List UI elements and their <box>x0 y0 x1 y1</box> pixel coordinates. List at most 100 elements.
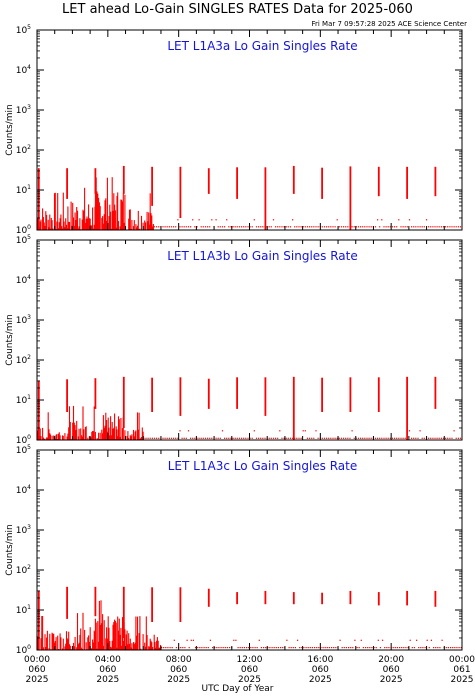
data-floor-point <box>203 647 205 649</box>
data-floor-point <box>311 647 313 649</box>
data-floor-point <box>457 226 459 228</box>
data-floor-point <box>272 219 275 221</box>
plot-frame <box>36 239 463 441</box>
x-tick-label: 2025 <box>96 675 119 685</box>
data-floor-point <box>426 639 428 641</box>
data-floor-point <box>449 437 451 439</box>
data-floor-point <box>245 437 247 439</box>
data-floor-point <box>436 437 438 439</box>
data-floor-point <box>343 226 345 228</box>
data-floor-point <box>364 437 366 439</box>
x-tick-label: 060 <box>99 665 116 675</box>
data-floor-point <box>332 437 334 439</box>
data-floor-point <box>354 639 356 641</box>
data-floor-point <box>147 437 149 439</box>
data-floor-point <box>237 647 239 649</box>
data-floor-point <box>221 430 224 432</box>
data-floor-point <box>181 437 183 439</box>
data-floor-point <box>411 226 413 228</box>
y-tick-label: 101 <box>16 184 31 196</box>
data-floor-point <box>379 647 381 649</box>
data-floor-point <box>453 430 455 432</box>
data-floor-point <box>198 437 200 439</box>
x-tick-label: 061 <box>453 665 470 675</box>
data-floor-point <box>228 437 230 439</box>
data-floor-point <box>423 226 425 228</box>
data-floor-point <box>356 647 358 649</box>
data-floor-point <box>277 226 279 228</box>
data-floor-point <box>425 219 428 221</box>
data-floor-point <box>209 226 211 228</box>
data-floor-point <box>218 647 220 649</box>
data-floor-point <box>302 430 304 432</box>
x-tick-label: 16:00 <box>307 655 333 665</box>
data-floor-point <box>349 437 351 439</box>
data-floor-point <box>309 647 311 649</box>
data-floor-point <box>292 647 294 649</box>
data-floor-point <box>413 437 415 439</box>
x-tick-label: 060 <box>312 665 329 675</box>
data-floor-point <box>204 437 207 439</box>
data-floor-point <box>326 647 328 649</box>
data-floor-point <box>394 647 396 649</box>
data-floor-point <box>317 437 319 439</box>
data-floor-point <box>439 647 441 649</box>
data-floor-point <box>190 639 192 641</box>
data-floor-point <box>287 226 289 228</box>
data-floor-point <box>309 437 311 439</box>
y-tick-label: 105 <box>16 444 31 456</box>
data-floor-point <box>280 647 282 649</box>
data-floor-point <box>277 437 279 439</box>
data-floor-point <box>306 437 309 439</box>
data-floor-point <box>421 437 423 439</box>
y-tick-label: 101 <box>16 394 31 406</box>
y-tick-label: 101 <box>16 604 31 616</box>
data-floor-point <box>455 226 457 228</box>
data-floor-point <box>306 226 309 228</box>
data-floor-point <box>343 647 345 649</box>
data-floor-point <box>454 647 456 649</box>
chart-panel-1: 100 101 102 103 104 105 Counts/min LET L1A3a Lo… <box>5 24 463 236</box>
data-floor-point <box>283 437 285 439</box>
data-floor-point <box>428 647 430 649</box>
data-floor-point <box>250 647 252 649</box>
data-floor-point <box>357 226 360 228</box>
data-floor-point <box>455 437 457 439</box>
data-floor-point <box>186 639 188 641</box>
data-floor-point <box>207 226 209 228</box>
data-floor-point <box>433 647 435 649</box>
data-floor-point <box>370 226 372 228</box>
data-floor-point <box>164 437 166 439</box>
data-floor-point <box>214 647 216 649</box>
data-floor-point <box>445 437 447 439</box>
data-floor-point <box>275 226 277 228</box>
data-floor-point <box>333 647 335 649</box>
data-floor-point <box>353 226 355 228</box>
data-floor-point <box>358 647 360 649</box>
data-floor-point <box>153 226 156 228</box>
data-floor-point <box>185 437 187 439</box>
data-floor-point <box>315 226 317 228</box>
data-floor-point <box>222 647 224 649</box>
data-floor-point <box>400 226 402 228</box>
data-floor-point <box>162 226 164 228</box>
data-floor-point <box>190 437 192 439</box>
data-floor-point <box>212 647 214 649</box>
data-floor-point <box>404 437 406 439</box>
data-floor-point <box>357 437 360 439</box>
data-floor-point <box>241 437 243 439</box>
data-floor-point <box>441 639 443 641</box>
data-floor-point <box>192 219 194 221</box>
data-floor-point <box>450 647 452 649</box>
data-floor-point <box>313 437 315 439</box>
data-floor-point <box>158 226 160 228</box>
data-floor-point <box>168 226 170 228</box>
data-floor-point <box>270 437 272 439</box>
data-floor-point <box>449 226 451 228</box>
data-floor-point <box>434 437 436 439</box>
data-floor-point <box>217 226 219 228</box>
data-floor-point <box>459 226 462 228</box>
data-floor-point <box>345 647 347 649</box>
data-floor-point <box>430 437 432 439</box>
data-floor-point <box>183 437 185 439</box>
